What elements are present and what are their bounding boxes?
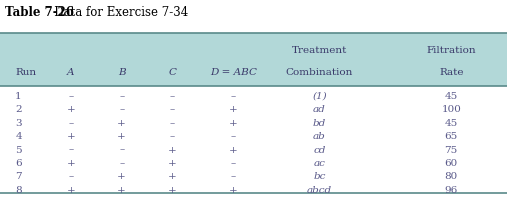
Text: –: – bbox=[68, 92, 74, 101]
Text: –: – bbox=[231, 132, 236, 141]
Text: +: + bbox=[66, 132, 76, 141]
Text: +: + bbox=[168, 159, 177, 168]
Text: bd: bd bbox=[313, 119, 326, 128]
Text: (1): (1) bbox=[312, 92, 327, 101]
Text: +: + bbox=[168, 186, 177, 195]
Text: –: – bbox=[119, 105, 124, 114]
Text: Run: Run bbox=[15, 68, 37, 77]
Text: –: – bbox=[119, 92, 124, 101]
Text: –: – bbox=[170, 119, 175, 128]
Text: +: + bbox=[117, 132, 126, 141]
Text: 45: 45 bbox=[445, 92, 458, 101]
Text: +: + bbox=[117, 119, 126, 128]
Text: +: + bbox=[229, 146, 238, 155]
Text: Table 7-26: Table 7-26 bbox=[5, 6, 74, 19]
Text: +: + bbox=[229, 105, 238, 114]
Text: 80: 80 bbox=[445, 172, 458, 181]
Text: Filtration: Filtration bbox=[426, 46, 476, 55]
Text: Combination: Combination bbox=[286, 68, 353, 77]
Text: abcd: abcd bbox=[307, 186, 332, 195]
Text: B: B bbox=[118, 68, 126, 77]
Text: 96: 96 bbox=[445, 186, 458, 195]
Text: 7: 7 bbox=[15, 172, 22, 181]
Text: ac: ac bbox=[313, 159, 325, 168]
Text: +: + bbox=[66, 159, 76, 168]
Text: –: – bbox=[68, 172, 74, 181]
Text: –: – bbox=[231, 159, 236, 168]
Text: A: A bbox=[67, 68, 75, 77]
Text: 1: 1 bbox=[15, 92, 22, 101]
Text: ad: ad bbox=[313, 105, 326, 114]
Text: 45: 45 bbox=[445, 119, 458, 128]
Text: +: + bbox=[117, 172, 126, 181]
Text: +: + bbox=[66, 105, 76, 114]
Text: cd: cd bbox=[313, 146, 325, 155]
Text: –: – bbox=[119, 146, 124, 155]
Text: Rate: Rate bbox=[439, 68, 463, 77]
Text: 6: 6 bbox=[15, 159, 22, 168]
Text: 60: 60 bbox=[445, 159, 458, 168]
Text: 75: 75 bbox=[445, 146, 458, 155]
Text: –: – bbox=[170, 92, 175, 101]
Text: –: – bbox=[170, 105, 175, 114]
Text: 4: 4 bbox=[15, 132, 22, 141]
Text: Treatment: Treatment bbox=[292, 46, 347, 55]
Text: 5: 5 bbox=[15, 146, 22, 155]
Text: +: + bbox=[168, 146, 177, 155]
Text: +: + bbox=[168, 172, 177, 181]
Text: –: – bbox=[170, 132, 175, 141]
Text: –: – bbox=[68, 119, 74, 128]
Text: –: – bbox=[119, 159, 124, 168]
Text: +: + bbox=[229, 119, 238, 128]
Text: 65: 65 bbox=[445, 132, 458, 141]
FancyBboxPatch shape bbox=[0, 33, 507, 86]
Text: Data for Exercise 7-34: Data for Exercise 7-34 bbox=[43, 6, 188, 19]
Text: –: – bbox=[68, 146, 74, 155]
Text: –: – bbox=[231, 172, 236, 181]
Text: C: C bbox=[168, 68, 176, 77]
Text: –: – bbox=[231, 92, 236, 101]
Text: 3: 3 bbox=[15, 119, 22, 128]
Text: +: + bbox=[229, 186, 238, 195]
Text: +: + bbox=[66, 186, 76, 195]
Text: D = ABC: D = ABC bbox=[210, 68, 257, 77]
Text: bc: bc bbox=[313, 172, 325, 181]
Text: 100: 100 bbox=[441, 105, 461, 114]
Text: 2: 2 bbox=[15, 105, 22, 114]
Text: 8: 8 bbox=[15, 186, 22, 195]
Text: +: + bbox=[117, 186, 126, 195]
Text: ab: ab bbox=[313, 132, 326, 141]
